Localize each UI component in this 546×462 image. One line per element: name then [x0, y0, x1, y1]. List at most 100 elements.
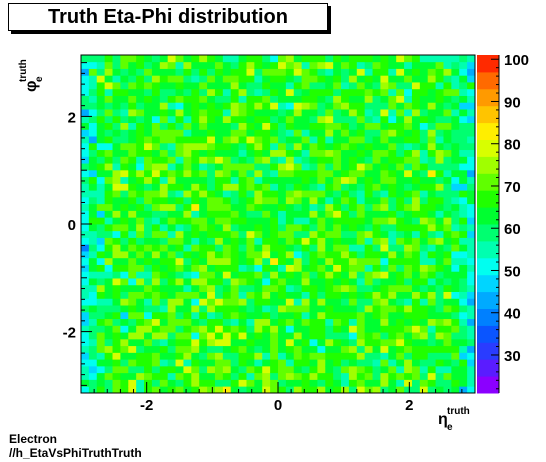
heatmap-cell [333, 115, 342, 123]
heatmap-cell [136, 149, 145, 157]
heatmap-cell [270, 142, 279, 151]
heatmap-cell [81, 359, 90, 367]
heatmap-cell [443, 102, 452, 110]
heatmap-cell [364, 271, 373, 279]
heatmap-cell [356, 95, 366, 103]
heatmap-cell [207, 244, 216, 252]
heatmap-cell [128, 61, 137, 69]
heatmap-cell [341, 298, 350, 306]
heatmap-cell [427, 55, 436, 63]
heatmap-cell [427, 291, 436, 299]
heatmap-cell [104, 311, 113, 320]
heatmap-cell [372, 156, 381, 164]
heatmap-cell [293, 365, 303, 374]
heatmap-cell [88, 122, 98, 130]
heatmap-cell [278, 55, 287, 63]
heatmap-cell [136, 345, 145, 353]
heatmap-cell [333, 257, 342, 265]
heatmap-cell [159, 75, 169, 83]
heatmap-cell [136, 237, 145, 245]
heatmap-cell [159, 338, 169, 347]
heatmap-cell [451, 318, 460, 326]
heatmap-cell [151, 203, 161, 211]
heatmap-cell [396, 257, 405, 265]
heatmap-cell [459, 318, 468, 326]
heatmap-cell [183, 291, 192, 299]
heatmap-cell [317, 203, 326, 211]
heatmap-cell [435, 345, 444, 353]
heatmap-cell [88, 142, 98, 151]
heatmap-cell [191, 352, 200, 360]
heatmap-cell [467, 264, 476, 272]
heatmap-cell [404, 115, 413, 123]
heatmap-cell [238, 61, 247, 69]
heatmap-cell [348, 122, 358, 130]
heatmap-cell [254, 95, 263, 103]
heatmap-cell [96, 230, 106, 238]
heatmap-cell [285, 61, 295, 69]
heatmap-cell [159, 136, 169, 144]
heatmap-cell [207, 257, 216, 265]
heatmap-cell [301, 75, 310, 83]
heatmap-cell [404, 217, 413, 225]
heatmap-cell [364, 142, 373, 151]
heatmap-cell [293, 230, 303, 238]
heatmap-cell [88, 345, 98, 353]
heatmap-cell [396, 203, 405, 211]
heatmap-cell [278, 365, 287, 374]
heatmap-cell [388, 338, 397, 347]
heatmap-cell [427, 61, 436, 69]
heatmap-cell [214, 237, 224, 245]
heatmap-cell [88, 325, 98, 333]
heatmap-cell [380, 311, 389, 320]
heatmap-cell [262, 136, 271, 144]
heatmap-cell [128, 203, 137, 211]
heatmap-cell [167, 163, 176, 171]
heatmap-cell [144, 237, 153, 245]
heatmap-cell [356, 251, 366, 259]
heatmap-cell [167, 129, 176, 137]
heatmap-cell [151, 82, 161, 90]
heatmap-cell [451, 68, 460, 76]
heatmap-cell [128, 359, 137, 367]
heatmap-cell [388, 271, 397, 279]
heatmap-cell [104, 325, 113, 333]
heatmap-cell [120, 190, 129, 198]
heatmap-cell [293, 210, 303, 218]
heatmap-cell [467, 190, 476, 198]
heatmap-cell [175, 386, 184, 394]
heatmap-cell [128, 115, 137, 123]
heatmap-cell [175, 305, 184, 313]
heatmap-cell [207, 237, 216, 245]
heatmap-cell [443, 61, 452, 69]
heatmap-cell [356, 359, 366, 367]
heatmap-cell [183, 142, 192, 151]
heatmap-cell [96, 359, 106, 367]
heatmap-cell [333, 61, 342, 69]
heatmap-cell [128, 169, 137, 178]
heatmap-cell [317, 298, 326, 306]
heatmap-cell [144, 190, 153, 198]
heatmap-cell [144, 379, 153, 387]
heatmap-cell [372, 183, 381, 191]
heatmap-cell [88, 318, 98, 326]
heatmap-cell [199, 196, 208, 205]
heatmap-cell [128, 55, 137, 63]
heatmap-cell [427, 183, 436, 191]
heatmap-cell [104, 359, 113, 367]
heatmap-cell [309, 163, 318, 171]
heatmap-cell [159, 325, 169, 333]
heatmap-cell [191, 163, 200, 171]
heatmap-cell [301, 338, 310, 347]
heatmap-cell [128, 122, 137, 130]
heatmap-cell [388, 122, 397, 130]
heatmap-cell [293, 305, 303, 313]
heatmap-cell [317, 183, 326, 191]
heatmap-cell [341, 318, 350, 326]
heatmap-cell [230, 115, 239, 123]
heatmap-cell [427, 318, 436, 326]
heatmap-cell [372, 217, 381, 225]
heatmap-cell [364, 122, 373, 130]
heatmap-cell [96, 88, 106, 96]
heatmap-cell [278, 217, 287, 225]
